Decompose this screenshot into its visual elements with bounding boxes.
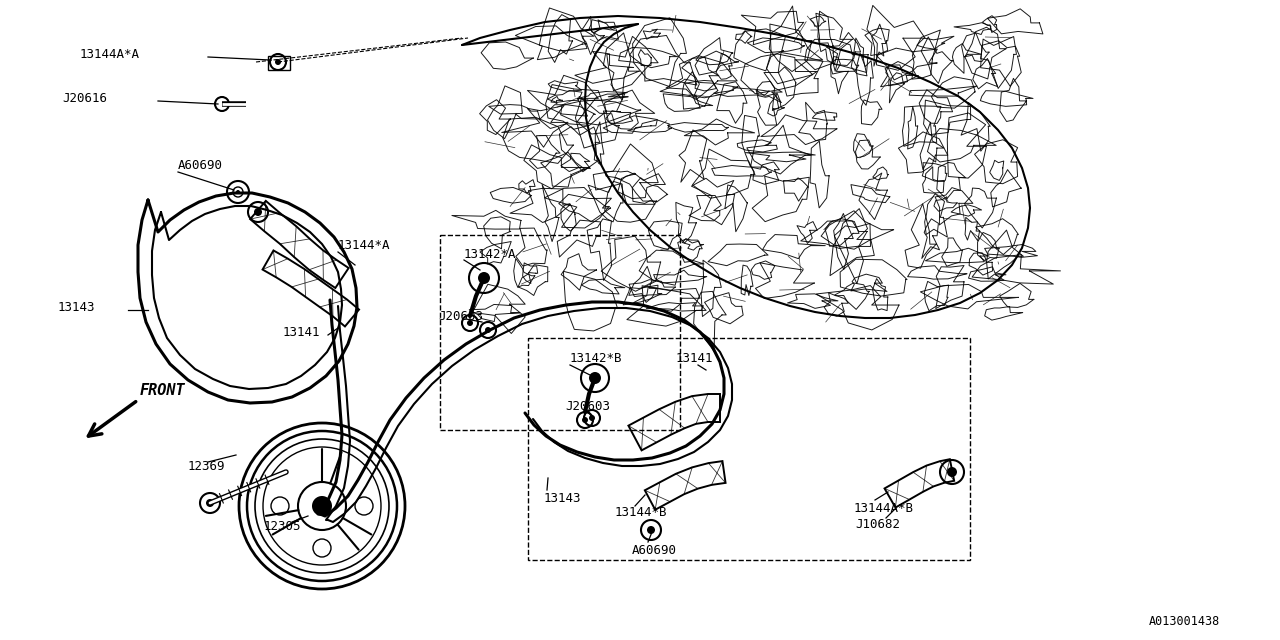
Text: J20616: J20616 — [61, 92, 108, 104]
Circle shape — [355, 497, 372, 515]
Text: J20603: J20603 — [438, 310, 483, 323]
Text: 13142*A: 13142*A — [465, 248, 517, 260]
Text: FRONT: FRONT — [140, 383, 186, 398]
Circle shape — [589, 415, 595, 421]
Text: 13143: 13143 — [58, 301, 96, 314]
Text: 12305: 12305 — [264, 520, 302, 532]
Text: 12369: 12369 — [188, 460, 225, 472]
Text: 13142*B: 13142*B — [570, 351, 622, 365]
Text: 13141: 13141 — [676, 351, 713, 365]
Text: 13144A*B: 13144A*B — [854, 502, 914, 515]
Circle shape — [467, 320, 474, 326]
Bar — [529, 338, 970, 560]
Circle shape — [312, 496, 332, 516]
Circle shape — [236, 190, 241, 194]
Circle shape — [275, 59, 282, 65]
Circle shape — [206, 499, 214, 507]
Circle shape — [485, 327, 492, 333]
Text: 13144*B: 13144*B — [614, 506, 667, 520]
Text: 13144*A: 13144*A — [338, 239, 390, 252]
Text: 13141: 13141 — [283, 326, 320, 339]
Text: 13143: 13143 — [544, 492, 581, 504]
Circle shape — [646, 526, 655, 534]
Text: A60690: A60690 — [178, 159, 223, 172]
Text: A013001438: A013001438 — [1148, 615, 1220, 628]
Circle shape — [589, 372, 602, 384]
Circle shape — [253, 208, 262, 216]
Text: 13144A*A: 13144A*A — [79, 47, 140, 61]
Text: J10682: J10682 — [855, 518, 900, 531]
Bar — [440, 235, 680, 430]
Circle shape — [314, 539, 332, 557]
Text: A60690: A60690 — [632, 543, 677, 557]
Circle shape — [947, 467, 957, 477]
Text: J20603: J20603 — [564, 399, 611, 413]
Circle shape — [582, 417, 588, 423]
Circle shape — [271, 497, 289, 515]
Circle shape — [477, 272, 490, 284]
